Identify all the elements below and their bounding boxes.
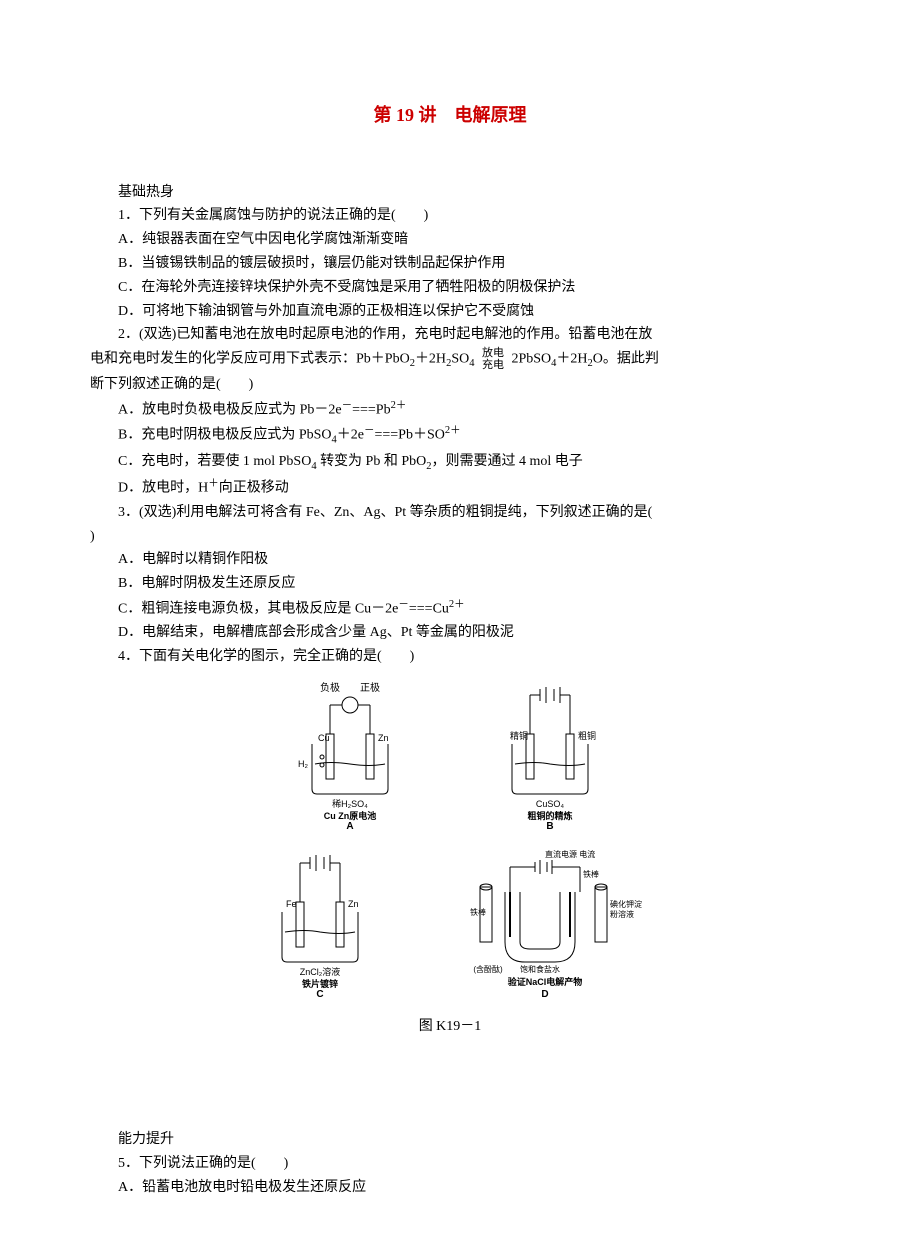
q1-opt-a: A．纯银器表面在空气中因电化学腐蚀渐渐变暗 [90,228,810,252]
diagram-b: 精铜 粗铜 CuSO₄ 粗铜的精炼 B [480,679,620,837]
q2c-1: C．充电时，若要使 1 mol PbSO [118,454,311,469]
q3-opt-b: B．电解时阴极发生还原反应 [90,572,810,596]
diagram-d-svg: 直流电源 电流 铁棒 铁棒 碘化钾淀 粉溶液 [450,847,650,997]
q2-eq-part3: SO [451,351,469,366]
q1-opt-b: B．当镀锡铁制品的镀层破损时，镶层仍能对铁制品起保护作用 [90,252,810,276]
q2b-2: ＋2e [337,428,364,443]
svg-text:(含酚酞): (含酚酞) [473,964,503,974]
svg-text:H₂: H₂ [298,759,308,769]
svg-text:验证NaCl电解产物: 验证NaCl电解产物 [508,976,583,987]
q2c-3: ，则需要通过 4 mol 电子 [432,454,583,469]
q2-stem-line3: 断下列叙述正确的是( ) [90,373,810,397]
q3c-1: C．粗铜连接电源负极，其电极反应是 Cu－2e [118,602,398,617]
svg-text:粗铜: 粗铜 [578,730,596,741]
diagram-row-1: 负极 正极 Cu Zn H₂ 稀H₂SO₄ Cu Zn原电池 A [90,679,810,837]
svg-text:Cu: Cu [318,733,330,743]
diagram-caption: 图 K19－1 [90,1015,810,1039]
svg-text:Zn: Zn [348,899,359,909]
svg-text:Fe: Fe [286,899,297,909]
q3-opt-c: C．粗铜连接电源负极，其电极反应是 Cu－2e－===Cu2＋ [90,596,810,621]
q2a-2: ===Pb [352,403,390,418]
q2-equation-line: 电和充电时发生的化学反应可用下式表示：Pb＋PbO2＋2H2SO4 放电 充电 … [90,347,810,373]
q2-stem-line1: 2．(双选)已知蓄电池在放电时起原电池的作用，充电时起电解池的作用。铅蓄电池在放 [90,323,810,347]
q2-eq-part4: 2PbSO [511,351,551,366]
svg-text:铁片镀锌: 铁片镀锌 [302,978,338,989]
q2-eq-part6: O。据此判 [593,351,659,366]
svg-text:Zn: Zn [378,733,389,743]
diagram-c: Fe Zn ZnCl₂溶液 铁片镀锌 C [250,847,390,1005]
q3-opt-d: D．电解结束，电解槽底部会形成含少量 Ag、Pt 等金属的阳极泥 [90,621,810,645]
diagram-c-svg: Fe Zn ZnCl₂溶液 铁片镀锌 C [250,847,390,997]
q2d-2: 向正极移动 [219,481,289,496]
q5-opt-a: A．铅蓄电池放电时铅电极发生还原反应 [90,1176,810,1200]
svg-text:B: B [546,821,553,829]
diagram-a-svg: 负极 正极 Cu Zn H₂ 稀H₂SO₄ Cu Zn原电池 A [280,679,420,829]
q1-stem: 1．下列有关金属腐蚀与防护的说法正确的是( ) [90,204,810,228]
q3-paren: ) [90,525,810,549]
q2-eq-part5: ＋2H [556,351,587,366]
q2-opt-a: A．放电时负极电极反应式为 Pb－2e－===Pb2＋ [90,397,810,422]
svg-text:碘化钾淀: 碘化钾淀 [610,899,642,909]
svg-text:铁棒: 铁棒 [470,907,486,917]
q1-opt-d: D．可将地下输油钢管与外加直流电源的正极相连以保护它不受腐蚀 [90,300,810,324]
q2-opt-b: B．充电时阴极电极反应式为 PbSO4＋2e－===Pb＋SO2＋ [90,422,810,449]
q4-stem: 4．下面有关电化学的图示，完全正确的是( ) [90,645,810,669]
svg-text:ZnCl₂溶液: ZnCl₂溶液 [300,966,341,977]
q2c-2: 转变为 Pb 和 PbO [317,454,427,469]
svg-text:粗铜的精炼: 粗铜的精炼 [527,810,572,821]
frac-top: 放电 [482,347,504,359]
q2-eq-part1: 电和充电时发生的化学反应可用下式表示：Pb＋PbO [90,351,410,366]
q1-opt-c: C．在海轮外壳连接锌块保护外壳不受腐蚀是采用了牺牲阳极的阴极保护法 [90,276,810,300]
q2b-3: ===Pb＋SO [375,428,445,443]
q3-stem: 3．(双选)利用电解法可将含有 Fe、Zn、Ag、Pt 等杂质的粗铜提纯，下列叙… [90,501,810,525]
section-ability: 能力提升 [90,1128,810,1152]
svg-text:D: D [541,989,548,997]
q3c-2: ===Cu [409,602,449,617]
q2d-1: D．放电时，H [118,481,208,496]
q2-opt-d: D．放电时，H＋向正极移动 [90,475,810,500]
q5-stem: 5．下列说法正确的是( ) [90,1152,810,1176]
svg-text:Cu Zn原电池: Cu Zn原电池 [324,810,377,821]
diagram-row-2: Fe Zn ZnCl₂溶液 铁片镀锌 C 直流电源 电流 铁棒 [90,847,810,1005]
diagram-block: 负极 正极 Cu Zn H₂ 稀H₂SO₄ Cu Zn原电池 A [90,679,810,1038]
svg-text:粉溶液: 粉溶液 [610,909,634,919]
diagram-d: 直流电源 电流 铁棒 铁棒 碘化钾淀 粉溶液 [450,847,650,1005]
svg-text:铁棒: 铁棒 [583,869,599,879]
q2a-1: A．放电时负极电极反应式为 Pb－2e [118,403,342,418]
svg-text:饱和食盐水: 饱和食盐水 [520,964,560,974]
section-basics: 基础热身 [90,181,810,205]
q2-eq-part2: ＋2H [415,351,446,366]
svg-text:A: A [346,821,353,829]
svg-text:直流电源 电流: 直流电源 电流 [545,849,595,859]
svg-text:稀H₂SO₄: 稀H₂SO₄ [332,798,368,809]
svg-text:负极 正极: 负极 正极 [320,681,380,694]
diagram-b-svg: 精铜 粗铜 CuSO₄ 粗铜的精炼 B [480,679,620,829]
svg-text:精铜: 精铜 [510,730,528,741]
page-title: 第 19 讲 电解原理 [90,100,810,131]
q3-opt-a: A．电解时以精铜作阳极 [90,548,810,572]
reaction-arrow: 放电 充电 [482,347,504,371]
diagram-a: 负极 正极 Cu Zn H₂ 稀H₂SO₄ Cu Zn原电池 A [280,679,420,837]
q2b-1: B．充电时阴极电极反应式为 PbSO [118,428,332,443]
svg-text:CuSO₄: CuSO₄ [536,799,565,809]
svg-text:C: C [316,989,323,997]
q2-opt-c: C．充电时，若要使 1 mol PbSO4 转变为 Pb 和 PbO2，则需要通… [90,450,810,476]
frac-bot: 充电 [482,359,504,371]
